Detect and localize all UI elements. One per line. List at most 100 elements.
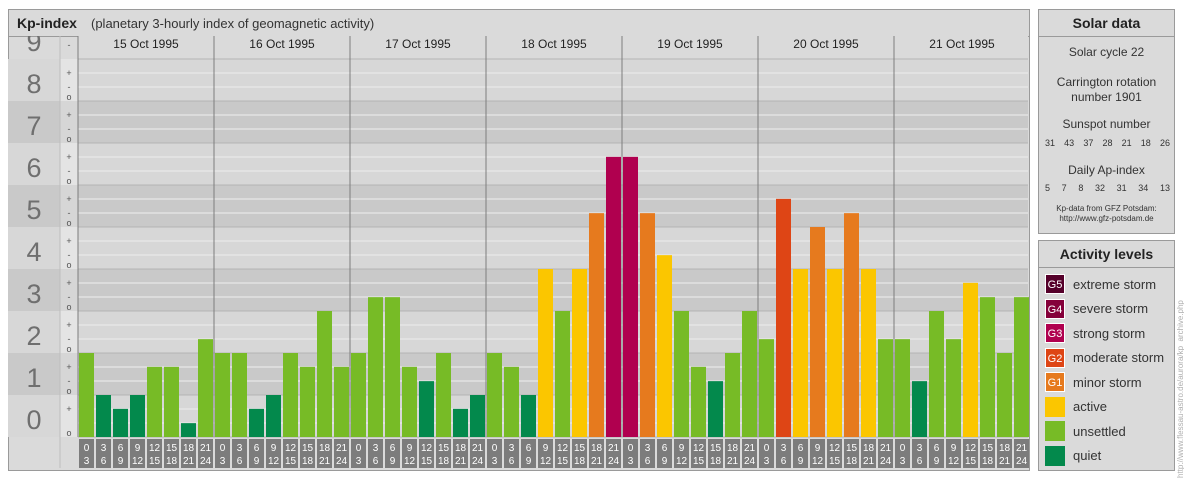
minor-tick-mark: +: [66, 68, 71, 78]
interval-label-box: [283, 439, 298, 468]
minor-band: [60, 311, 78, 353]
y-band: [8, 143, 60, 185]
kp-bar: [198, 339, 213, 437]
kp-bar: [708, 381, 723, 437]
ap-value: 7: [1061, 183, 1067, 193]
minor-tick-mark: -: [68, 208, 71, 218]
interval-end-label: 21: [999, 456, 1011, 467]
interval-start-label: 6: [254, 443, 260, 454]
minor-tick-mark: +: [66, 236, 71, 246]
solar-cycle: Solar cycle 22: [1068, 45, 1145, 59]
interval-label-box: [436, 439, 451, 468]
solar-data-panel: Solar data Solar cycle 22 Carrington rot…: [1038, 9, 1175, 234]
interval-start-label: 6: [526, 443, 532, 454]
sunspot-value: 28: [1102, 138, 1113, 148]
y-tick-label: 7: [26, 111, 41, 141]
source-link[interactable]: http://www.gfz-potsdam.de: [1059, 214, 1154, 223]
interval-end-label: 3: [628, 456, 634, 467]
interval-end-label: 15: [693, 456, 705, 467]
interval-start-label: 6: [662, 443, 668, 454]
minor-tick-mark: o: [66, 92, 71, 102]
kp-bar: [79, 353, 94, 437]
interval-start-label: 9: [271, 443, 277, 454]
y-tick-label: 0: [26, 405, 41, 435]
interval-end-label: 18: [846, 456, 858, 467]
interval-start-label: 0: [492, 443, 498, 454]
kp-bar: [844, 213, 859, 437]
activity-swatch: [1045, 396, 1065, 417]
y-band: [8, 269, 60, 311]
kp-bar: [1014, 297, 1029, 437]
activity-levels-panel: Activity levels G5 extreme storm G4 severe …: [1038, 240, 1175, 471]
kp-bar: [878, 339, 893, 437]
kp-bar: [742, 311, 757, 437]
interval-start-label: 18: [727, 443, 739, 454]
minor-tick-mark: o: [66, 428, 71, 438]
interval-start-label: 0: [764, 443, 770, 454]
kp-bar: [895, 339, 910, 437]
interval-start-label: 15: [166, 443, 178, 454]
interval-end-label: 18: [982, 456, 994, 467]
activity-swatch: G5: [1045, 274, 1065, 294]
interval-start-label: 21: [200, 443, 212, 454]
interval-label-box: [385, 439, 400, 468]
interval-start-label: 15: [438, 443, 450, 454]
interval-end-label: 12: [812, 456, 824, 467]
kp-bar: [810, 227, 825, 437]
interval-end-label: 3: [220, 456, 226, 467]
interval-end-label: 12: [132, 456, 144, 467]
interval-start-label: 12: [421, 443, 433, 454]
interval-start-label: 3: [509, 443, 515, 454]
interval-end-label: 6: [509, 456, 515, 467]
interval-start-label: 6: [798, 443, 804, 454]
interval-label-box: [470, 439, 485, 468]
minor-tick-mark: +: [66, 362, 71, 372]
chart-subtitle: (planetary 3-hourly index of geomagnetic…: [91, 16, 375, 31]
y-band: [8, 353, 60, 395]
minor-band: [60, 101, 78, 143]
activity-swatch: [1045, 421, 1065, 441]
interval-start-label: 12: [965, 443, 977, 454]
kp-bar: [215, 353, 230, 437]
minor-band: [60, 59, 78, 101]
interval-end-label: 15: [149, 456, 161, 467]
minor-tick-mark: o: [66, 218, 71, 228]
interval-label-box: [351, 439, 366, 468]
activity-level-quiet: quiet: [1045, 445, 1101, 466]
sunspot-value: 31: [1045, 138, 1056, 148]
interval-end-label: 6: [917, 456, 923, 467]
interval-end-label: 21: [863, 456, 875, 467]
minor-tick-mark: o: [66, 260, 71, 270]
interval-end-label: 18: [438, 456, 450, 467]
interval-end-label: 18: [302, 456, 314, 467]
interval-start-label: 9: [815, 443, 821, 454]
day-label: 18 Oct 1995: [521, 37, 587, 51]
interval-start-label: 21: [336, 443, 348, 454]
day-label: 17 Oct 1995: [385, 37, 451, 51]
kp-bar: [538, 269, 553, 437]
interval-label-box: [929, 439, 944, 468]
interval-label-box: [521, 439, 536, 468]
y-tick-label: 9: [26, 36, 41, 57]
kp-bar: [232, 353, 247, 437]
interval-end-label: 12: [676, 456, 688, 467]
sunspot-value: 37: [1083, 138, 1094, 148]
interval-label-box: [589, 439, 604, 468]
y-tick-label: 3: [26, 279, 41, 309]
minor-tick-mark: +: [66, 404, 71, 414]
ap-value: 5: [1045, 183, 1051, 193]
interval-label-box: [776, 439, 791, 468]
minor-tick-mark: +: [66, 152, 71, 162]
interval-end-label: 24: [472, 456, 484, 467]
kp-bar: [946, 339, 961, 437]
minor-tick-mark: -: [68, 82, 71, 92]
interval-label-box: [96, 439, 111, 468]
activity-label: active: [1073, 399, 1107, 414]
interval-label-box: [623, 439, 638, 468]
interval-start-label: 0: [84, 443, 90, 454]
minor-band: [60, 143, 78, 185]
interval-label-box: [317, 439, 332, 468]
interval-start-label: 3: [917, 443, 923, 454]
interval-end-label: 6: [781, 456, 787, 467]
interval-end-label: 24: [336, 456, 348, 467]
